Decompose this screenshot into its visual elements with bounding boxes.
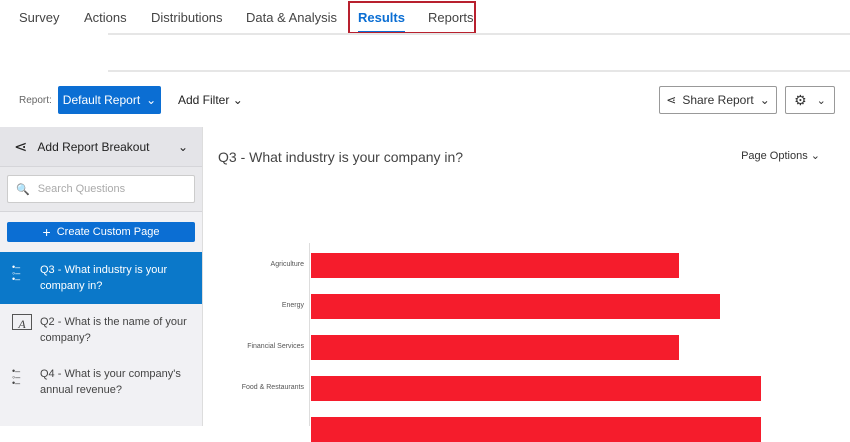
add-report-breakout[interactable]: ⋖ Add Report Breakout ⌄ bbox=[0, 127, 202, 167]
y-tick-label: Food & Restaurants bbox=[241, 384, 304, 391]
report-page: Q3 - What industry is your company in? P… bbox=[204, 127, 850, 426]
chevron-down-icon: ⌄ bbox=[816, 94, 826, 107]
add-filter-button[interactable]: Add Filter ⌄ bbox=[178, 93, 243, 107]
add-filter-label: Add Filter bbox=[178, 93, 230, 107]
breakout-icon: ⋖ bbox=[14, 138, 28, 156]
sidebar: ⋖ Add Report Breakout ⌄ 🔍 Search Questions … bbox=[0, 127, 203, 426]
settings-button[interactable]: ⚙ ⌄ bbox=[785, 86, 835, 114]
tab-survey[interactable]: Survey bbox=[19, 10, 60, 25]
multiple-choice-icon: •– ◦– •– bbox=[12, 262, 21, 284]
chevron-down-icon: ⌄ bbox=[759, 93, 770, 107]
y-tick-label: Energy bbox=[281, 302, 304, 309]
create-custom-page-button[interactable]: + Create Custom Page bbox=[7, 222, 195, 242]
chevron-down-icon: ⌄ bbox=[232, 93, 243, 107]
bar bbox=[311, 417, 761, 442]
report-dropdown[interactable]: Default Report ⌄ bbox=[58, 86, 161, 114]
y-tick-label: Financial Services bbox=[247, 343, 304, 350]
share-label: Share Report bbox=[682, 93, 754, 107]
divider bbox=[108, 70, 850, 72]
search-placeholder: Search Questions bbox=[37, 183, 126, 195]
share-icon: ⋖ bbox=[666, 93, 677, 107]
tab-actions[interactable]: Actions bbox=[84, 10, 127, 25]
bar bbox=[311, 376, 761, 401]
question-item[interactable]: •– ◦– •– Q4 - What is your company's annual… bbox=[0, 356, 202, 408]
chevron-down-icon: ⌄ bbox=[810, 150, 820, 162]
search-input[interactable]: 🔍 Search Questions bbox=[7, 175, 195, 203]
plus-icon: + bbox=[42, 224, 51, 240]
question-item[interactable]: A Q2 - What is the name of your company? bbox=[0, 304, 202, 356]
bar bbox=[311, 294, 721, 319]
question-label: Q3 - What industry is your company in? bbox=[40, 264, 168, 292]
page-options-label: Page Options bbox=[741, 150, 808, 162]
divider bbox=[108, 33, 850, 35]
report-label: Report: bbox=[19, 95, 52, 106]
text-entry-icon: A bbox=[12, 314, 32, 331]
tab-reports[interactable]: Reports bbox=[428, 10, 474, 25]
create-label: Create Custom Page bbox=[56, 226, 160, 238]
search-icon: 🔍 bbox=[16, 183, 30, 196]
report-value: Default Report bbox=[62, 93, 141, 107]
question-item[interactable]: •– ◦– •– Q3 - What industry is your company… bbox=[0, 252, 202, 304]
tab-data-analysis[interactable]: Data & Analysis bbox=[246, 10, 338, 25]
question-label: Q2 - What is the name of your company? bbox=[40, 316, 187, 344]
share-report-button[interactable]: ⋖ Share Report ⌄ bbox=[659, 86, 777, 114]
chevron-down-icon: ⌄ bbox=[146, 93, 157, 107]
multiple-choice-icon: •– ◦– •– bbox=[12, 366, 21, 388]
highlight-box bbox=[348, 1, 476, 34]
breakout-label: Add Report Breakout bbox=[37, 139, 150, 154]
bar bbox=[311, 335, 680, 360]
y-axis bbox=[309, 243, 310, 426]
chevron-down-icon: ⌄ bbox=[177, 139, 188, 154]
tab-distributions[interactable]: Distributions bbox=[151, 10, 223, 25]
question-label: Q4 - What is your company's annual reven… bbox=[40, 368, 181, 396]
y-tick-label: Agriculture bbox=[270, 261, 304, 268]
page-options-button[interactable]: Page Options ⌄ bbox=[741, 149, 820, 162]
bar bbox=[311, 253, 680, 278]
page-title: Q3 - What industry is your company in? bbox=[218, 149, 464, 165]
gear-icon: ⚙ bbox=[794, 91, 807, 108]
